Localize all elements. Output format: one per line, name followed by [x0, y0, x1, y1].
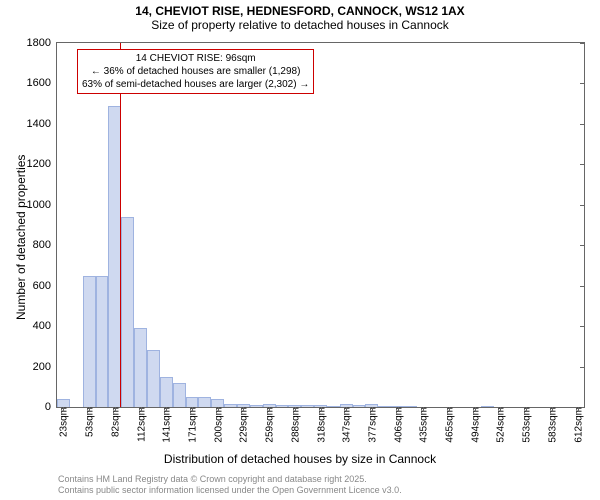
x-tick-label: 494sqm: [468, 407, 481, 443]
title-line-2: Size of property relative to detached ho…: [0, 18, 600, 32]
x-tick-label: 612sqm: [571, 407, 584, 443]
histogram-bar: [96, 276, 109, 407]
info-box: 14 CHEVIOT RISE: 96sqm← 36% of detached …: [77, 49, 314, 94]
y-tick-label: 1400: [27, 118, 57, 130]
chart-title-block: 14, CHEVIOT RISE, HEDNESFORD, CANNOCK, W…: [0, 0, 600, 32]
histogram-bar: [301, 405, 314, 407]
histogram-bar: [353, 405, 366, 407]
info-line-3: 63% of semi-detached houses are larger (…: [82, 78, 309, 91]
y-tick-label: 400: [33, 320, 57, 332]
y-tick-label: 0: [45, 401, 57, 413]
plot-area: 02004006008001000120014001600180023sqm53…: [56, 42, 585, 408]
x-tick-label: 171sqm: [185, 407, 198, 443]
histogram-bar: [134, 328, 147, 407]
y-tick-label: 1000: [27, 199, 57, 211]
x-tick-label: 141sqm: [160, 407, 173, 443]
y-tick-label: 800: [33, 239, 57, 251]
x-tick-label: 524sqm: [494, 407, 507, 443]
histogram-bar: [211, 399, 224, 407]
histogram-bar: [147, 350, 160, 407]
footnote-2: Contains public sector information licen…: [58, 485, 402, 495]
histogram-bar: [378, 406, 391, 407]
histogram-bar: [250, 405, 263, 407]
info-line-1: 14 CHEVIOT RISE: 96sqm: [82, 52, 309, 65]
histogram-bar: [404, 406, 417, 407]
histogram-bar: [57, 399, 70, 407]
x-tick-label: 347sqm: [340, 407, 353, 443]
y-tick-label: 1600: [27, 77, 57, 89]
x-tick-label: 583sqm: [545, 407, 558, 443]
x-tick-label: 406sqm: [391, 407, 404, 443]
histogram-chart: 14, CHEVIOT RISE, HEDNESFORD, CANNOCK, W…: [0, 0, 600, 500]
y-axis-label: Number of detached properties: [14, 155, 28, 320]
info-line-2: ← 36% of detached houses are smaller (1,…: [82, 65, 309, 78]
x-tick-label: 553sqm: [520, 407, 533, 443]
x-tick-label: 318sqm: [314, 407, 327, 443]
x-axis-label: Distribution of detached houses by size …: [0, 452, 600, 466]
histogram-bar: [173, 383, 186, 407]
x-tick-label: 435sqm: [417, 407, 430, 443]
y-tick-label: 600: [33, 280, 57, 292]
title-line-1: 14, CHEVIOT RISE, HEDNESFORD, CANNOCK, W…: [0, 4, 600, 18]
histogram-bar: [481, 406, 494, 407]
reference-line: [120, 43, 121, 407]
histogram-bar: [224, 404, 237, 407]
histogram-bar: [186, 397, 199, 407]
histogram-bar: [327, 406, 340, 407]
histogram-bar: [83, 276, 96, 407]
x-tick-label: 259sqm: [263, 407, 276, 443]
histogram-bar: [276, 405, 289, 407]
footnote-1: Contains HM Land Registry data © Crown c…: [58, 474, 367, 484]
x-tick-label: 465sqm: [443, 407, 456, 443]
x-tick-label: 377sqm: [365, 407, 378, 443]
histogram-bar: [160, 377, 173, 407]
x-tick-label: 112sqm: [134, 407, 147, 442]
y-tick-label: 1200: [27, 158, 57, 170]
histogram-bar: [198, 397, 211, 407]
y-tick-label: 200: [33, 361, 57, 373]
x-tick-label: 288sqm: [288, 407, 301, 443]
histogram-bar: [121, 217, 134, 407]
x-tick-label: 229sqm: [237, 407, 250, 443]
x-tick-label: 200sqm: [211, 407, 224, 443]
y-tick-label: 1800: [27, 37, 57, 49]
